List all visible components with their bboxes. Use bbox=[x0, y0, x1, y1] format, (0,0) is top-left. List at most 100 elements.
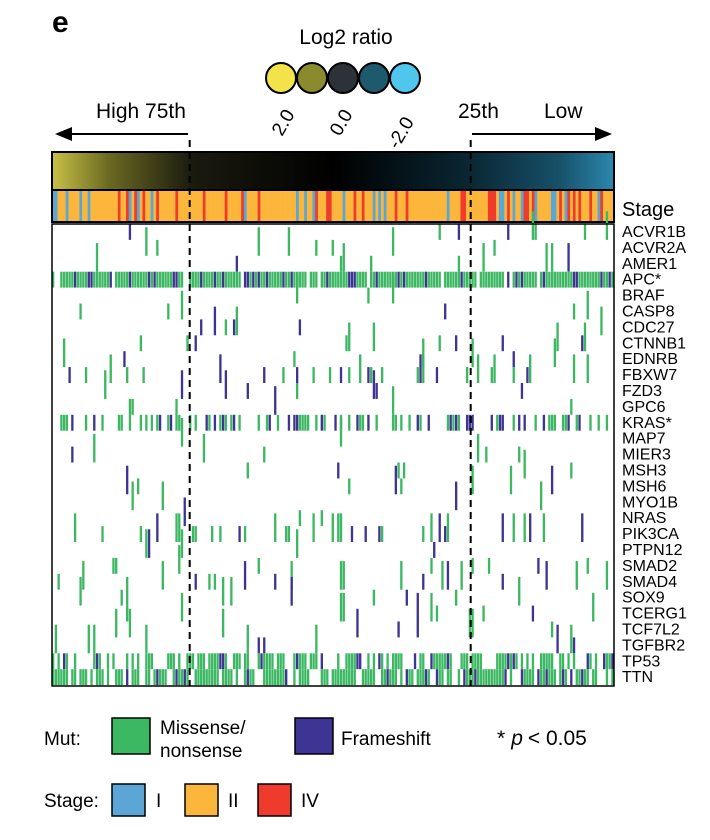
mutation-cell bbox=[309, 271, 313, 288]
mutation-cell bbox=[482, 243, 485, 272]
mutation-cell bbox=[167, 653, 170, 670]
mutation-cell bbox=[276, 669, 280, 686]
stage-cell bbox=[131, 191, 135, 221]
mutation-cell bbox=[493, 271, 496, 288]
mutation-cell bbox=[52, 669, 55, 686]
mutation-cell bbox=[331, 513, 334, 542]
mutation-cell bbox=[257, 653, 260, 670]
mutation-cell bbox=[394, 465, 398, 495]
mutation-cell bbox=[455, 414, 458, 431]
stage-cell bbox=[457, 191, 461, 221]
mutation-cell bbox=[512, 271, 515, 288]
mutation-cell bbox=[339, 255, 343, 272]
mutation-cell bbox=[84, 414, 88, 431]
mutation-cell bbox=[126, 465, 129, 495]
mutation-cell bbox=[550, 414, 554, 431]
mutation-cell bbox=[518, 446, 521, 463]
mutation-cell bbox=[496, 669, 499, 686]
mutation-cell bbox=[391, 414, 395, 431]
mutation-cell bbox=[230, 669, 233, 686]
mutation-cell bbox=[372, 669, 376, 686]
gene-label: SMAD4 bbox=[622, 574, 677, 591]
gene-label: BRAF bbox=[622, 288, 665, 305]
mutation-cell bbox=[191, 653, 195, 670]
mutation-cell bbox=[306, 414, 310, 431]
mutation-cell bbox=[526, 367, 529, 383]
stage-cell bbox=[126, 191, 130, 221]
gene-label: MAP7 bbox=[622, 431, 666, 448]
stage-cell bbox=[312, 191, 316, 221]
mutation-cell bbox=[337, 513, 340, 542]
mutation-cell bbox=[430, 653, 433, 670]
mutation-cell bbox=[537, 557, 540, 574]
mutation-cell bbox=[490, 367, 493, 383]
mutation-cell bbox=[93, 653, 96, 670]
mutation-cell bbox=[84, 669, 88, 686]
mutation-cell bbox=[156, 414, 159, 431]
mutation-cell bbox=[136, 653, 140, 670]
mutation-cell bbox=[348, 271, 351, 288]
stage-cell bbox=[391, 191, 396, 221]
mutation-cell bbox=[312, 513, 315, 542]
mutation-cell bbox=[353, 271, 356, 288]
stage-cell bbox=[106, 191, 110, 221]
mutation-cell bbox=[378, 653, 381, 670]
mutation-cell bbox=[359, 414, 362, 431]
mutation-cell bbox=[304, 669, 307, 686]
mutation-cell bbox=[145, 653, 148, 670]
mutation-cell bbox=[120, 271, 123, 288]
mutation-cell bbox=[221, 608, 225, 638]
stage-cell bbox=[260, 191, 264, 221]
mutation-cell bbox=[147, 271, 151, 288]
mutation-cell bbox=[539, 271, 543, 288]
stage-cell bbox=[164, 191, 168, 221]
mutation-cell bbox=[498, 669, 502, 686]
mutation-cell bbox=[73, 669, 77, 686]
stage-cell bbox=[594, 191, 598, 221]
mutation-cell bbox=[304, 271, 307, 288]
mutation-cell bbox=[219, 354, 222, 383]
mutation-cell bbox=[235, 669, 239, 686]
stage-cell bbox=[317, 191, 322, 221]
mutation-cell bbox=[82, 271, 85, 288]
stage-cell bbox=[87, 191, 91, 221]
mutation-cell bbox=[249, 669, 252, 686]
mutation-cell bbox=[249, 271, 252, 288]
mutation-cell bbox=[243, 669, 247, 686]
mutation-cell bbox=[172, 669, 175, 686]
stage-cell bbox=[523, 191, 527, 221]
mutation-cell bbox=[139, 414, 143, 431]
gene-label: APC* bbox=[622, 272, 661, 289]
mutation-cell bbox=[548, 653, 551, 670]
mutation-cell bbox=[405, 669, 408, 686]
mutation-cell bbox=[534, 414, 537, 431]
mutation-cell bbox=[424, 669, 428, 686]
mutation-cell bbox=[221, 271, 225, 288]
mutation-cell bbox=[493, 669, 496, 686]
stage-cell bbox=[139, 191, 143, 221]
mutation-cell bbox=[526, 653, 529, 670]
mutation-cell bbox=[575, 561, 578, 590]
mutation-cell bbox=[422, 653, 425, 670]
mutation-cell bbox=[180, 592, 184, 622]
mutation-cell bbox=[147, 669, 151, 686]
mutation-cell bbox=[367, 653, 370, 670]
stage-cell bbox=[611, 191, 615, 221]
mutation-cell bbox=[120, 589, 123, 606]
mutation-cell bbox=[62, 669, 66, 686]
mutation-cell bbox=[279, 669, 282, 686]
mutation-cell bbox=[145, 669, 148, 686]
mutation-cell bbox=[342, 243, 345, 272]
stage-cell bbox=[134, 191, 138, 221]
mutation-cell bbox=[550, 465, 554, 495]
stage-cell bbox=[578, 191, 582, 221]
stage-cell bbox=[62, 191, 67, 221]
mutation-cell bbox=[235, 653, 239, 670]
mutation-cell bbox=[295, 653, 299, 670]
stage-cell bbox=[238, 191, 242, 221]
mutation-cell bbox=[128, 224, 132, 240]
mutation-cell bbox=[345, 335, 348, 352]
mutation-cell bbox=[350, 271, 354, 288]
mutation-cell bbox=[446, 513, 450, 542]
stage-cell bbox=[545, 191, 549, 221]
